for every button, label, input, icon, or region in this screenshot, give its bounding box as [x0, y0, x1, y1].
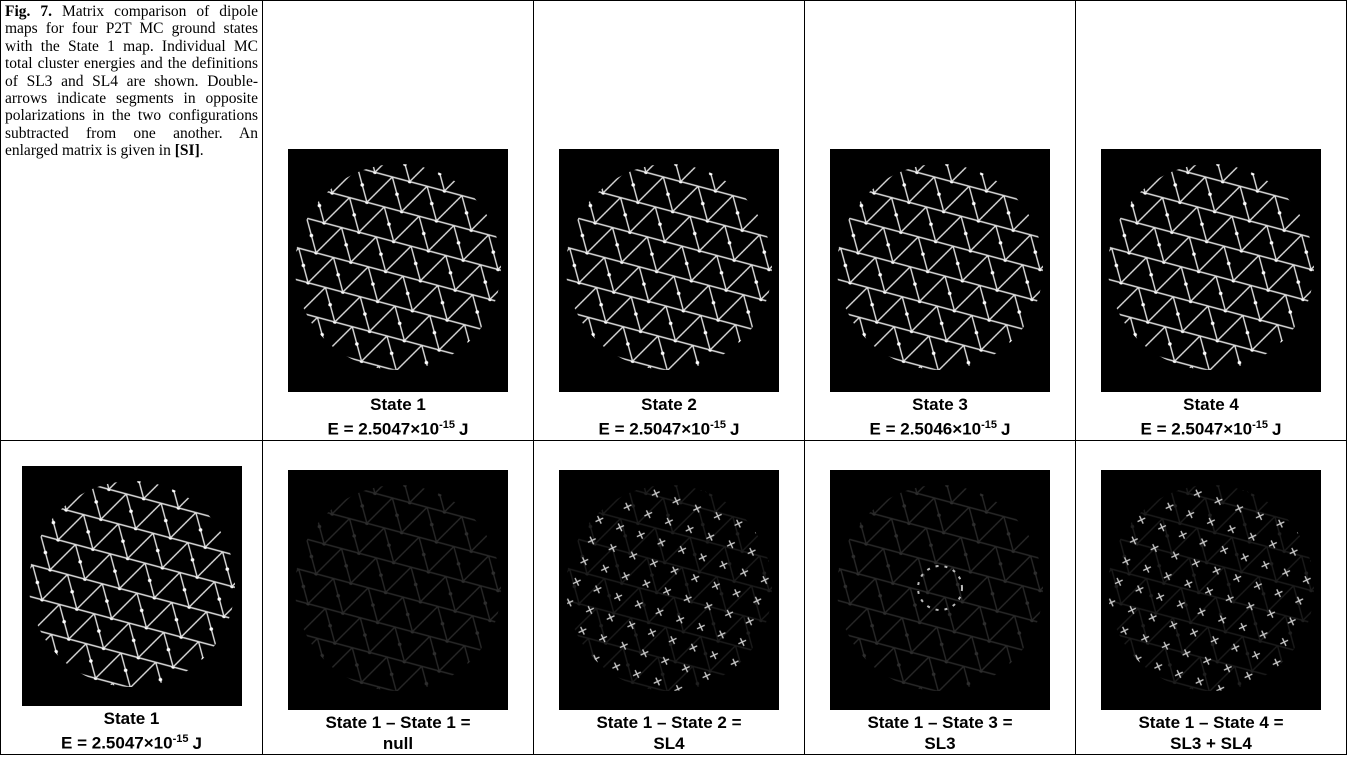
- exponent: -15: [1252, 419, 1268, 431]
- caption-end: .: [200, 142, 204, 159]
- energy-label: E = 2.5047×10-15 J: [1076, 415, 1346, 440]
- cell: State 1 – State 2 =SL4: [534, 441, 805, 755]
- cell: State 1 E = 2.5047×10-15 J: [263, 1, 534, 441]
- label-line: State 1 – State 4 =: [1076, 712, 1346, 733]
- cell: State 1 – State 3 =SL3: [805, 441, 1076, 755]
- figure-table: Fig. 7. Matrix comparison of dipole maps…: [0, 0, 1347, 755]
- energy: E = 2.5047×10: [61, 734, 173, 753]
- label-line: SL4: [534, 733, 804, 754]
- energy-label: E = 2.5046×10-15 J: [805, 415, 1075, 440]
- dipole-map: [559, 149, 779, 392]
- dipole-map: [288, 470, 508, 710]
- exponent: -15: [981, 419, 997, 431]
- cell: State 3 E = 2.5046×10-15 J: [805, 1, 1076, 441]
- caption: Fig. 7. Matrix comparison of dipole maps…: [1, 1, 263, 441]
- label-line: State 1 – State 2 =: [534, 712, 804, 733]
- exponent: -15: [710, 419, 726, 431]
- label-line: State 4: [1076, 394, 1346, 415]
- energy-label: E = 2.5047×10-15 J: [534, 415, 804, 440]
- label-line: State 1: [263, 394, 533, 415]
- unit: J: [1272, 420, 1281, 439]
- exponent: -15: [439, 419, 455, 431]
- cell: State 4 E = 2.5047×10-15 J: [1076, 1, 1347, 441]
- label-line: null: [263, 733, 533, 754]
- energy: E = 2.5046×10: [870, 420, 982, 439]
- label-line: State 1: [1, 708, 262, 729]
- energy: E = 2.5047×10: [1141, 420, 1253, 439]
- dipole-map: [559, 470, 779, 710]
- ref: [SI]: [175, 142, 200, 159]
- energy: E = 2.5047×10: [328, 420, 440, 439]
- cell: State 1 – State 1 =null: [263, 441, 534, 755]
- caption-text: Matrix comparison of dipole maps for fou…: [5, 3, 258, 159]
- unit: J: [192, 734, 201, 753]
- label-line: State 2: [534, 394, 804, 415]
- label-line: SL3 + SL4: [1076, 733, 1346, 754]
- dipole-map: [1101, 470, 1321, 710]
- label-line: State 3: [805, 394, 1075, 415]
- unit: J: [1001, 420, 1010, 439]
- cell: State 1 – State 4 =SL3 + SL4: [1076, 441, 1347, 755]
- cell: State 2 E = 2.5047×10-15 J: [534, 1, 805, 441]
- exponent: -15: [173, 733, 189, 745]
- energy: E = 2.5047×10: [599, 420, 711, 439]
- dipole-map: [1101, 149, 1321, 392]
- unit: J: [459, 420, 468, 439]
- dipole-map: [22, 466, 242, 706]
- label-line: State 1 – State 1 =: [263, 712, 533, 733]
- energy-label: E = 2.5047×10-15 J: [263, 415, 533, 440]
- label-line: SL3: [805, 733, 1075, 754]
- page: Fig. 7. Matrix comparison of dipole maps…: [0, 0, 1349, 757]
- label-line: State 1 – State 3 =: [805, 712, 1075, 733]
- dipole-map: [830, 149, 1050, 392]
- fig-label: Fig. 7.: [5, 3, 52, 20]
- dipole-map: [830, 470, 1050, 710]
- dipole-map: [288, 149, 508, 392]
- unit: J: [730, 420, 739, 439]
